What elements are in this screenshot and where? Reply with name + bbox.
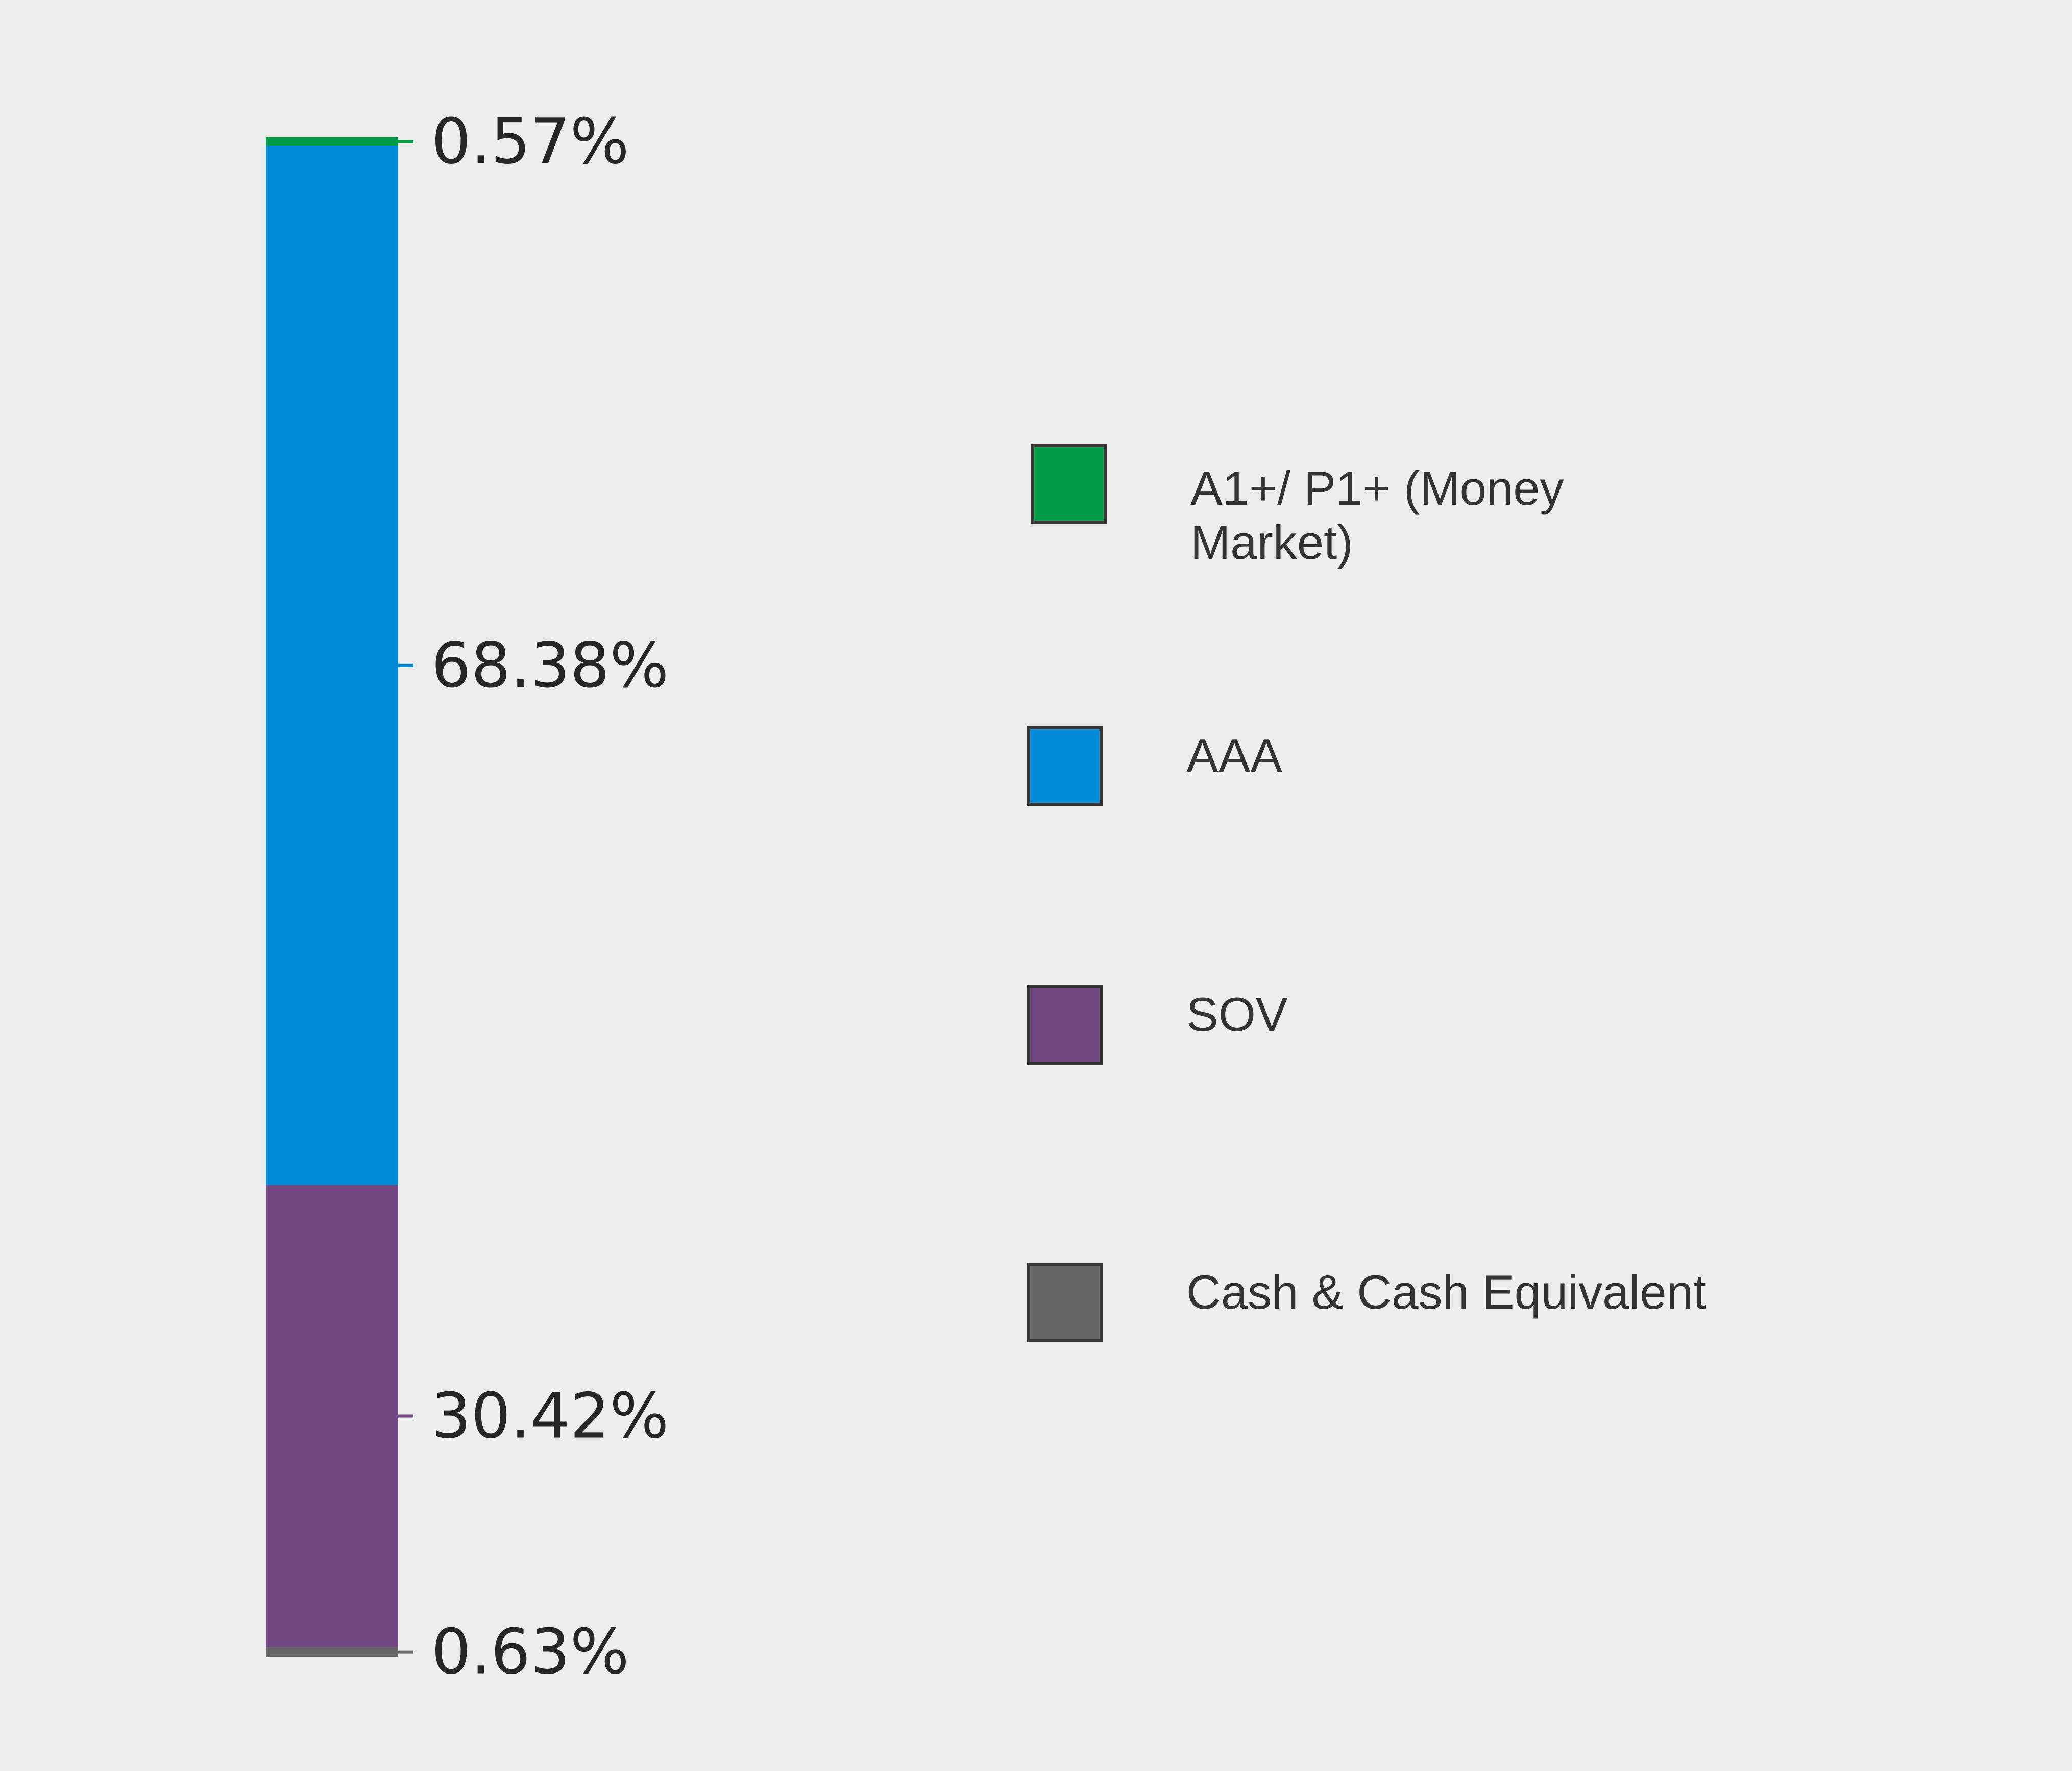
stacked-bar — [266, 137, 398, 1657]
bar-segment-aaa — [266, 145, 398, 1186]
legend-swatch-money-market — [1031, 444, 1107, 524]
legend-label-cash: Cash & Cash Equivalent — [1186, 1265, 1707, 1319]
data-labels: 0.57% 68.38% 30.42% 0.63% — [398, 105, 669, 1688]
bar-segment-sov — [266, 1185, 398, 1647]
data-label-sov: 30.42% — [431, 1380, 669, 1452]
data-label-cash: 0.63% — [431, 1616, 629, 1688]
legend-swatch-aaa — [1027, 726, 1103, 806]
data-label-money-market: 0.57% — [431, 105, 629, 178]
data-label-aaa: 68.38% — [431, 629, 669, 702]
bar-segment-money-market — [266, 137, 398, 146]
legend-label-money-market: A1+/ P1+ (Money Market) — [1190, 461, 1564, 569]
legend-swatch-sov — [1027, 985, 1103, 1065]
bar-segment-cash — [266, 1647, 398, 1657]
legend-label-aaa: AAA — [1186, 729, 1283, 782]
legend-label-sov: SOV — [1186, 988, 1288, 1041]
legend-swatch-cash — [1027, 1263, 1103, 1342]
